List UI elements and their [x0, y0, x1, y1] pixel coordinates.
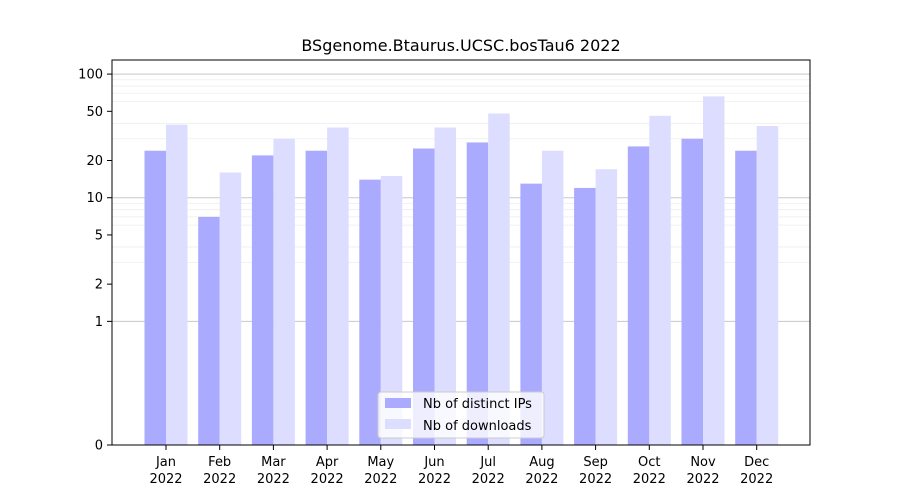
x-axis: Jan 2022 Feb 2022 Mar 2022 Apr 2022 May 2022 Jun 20… [149, 445, 773, 487]
x-tick-label-month: Jan [155, 455, 176, 470]
legend: Nb of distinct IPs Nb of downloads [377, 391, 545, 439]
bar-nb-of-downloads-mar [273, 138, 295, 446]
y-tick-label: 0 [95, 439, 103, 454]
x-tick-label-month: Aug [529, 455, 554, 470]
legend-swatch-distinct-ips [385, 398, 411, 408]
x-tick-label-month: Nov [690, 455, 716, 470]
x-tick-label-month: Oct [638, 455, 660, 470]
bars [144, 96, 779, 446]
y-tick-label: 20 [86, 154, 103, 169]
bar-nb-of-downloads-aug [541, 150, 564, 445]
x-tick-label-year: 2022 [686, 472, 719, 487]
bar-nb-of-distinct-ips-feb [198, 216, 220, 445]
legend-box [377, 391, 545, 439]
bar-nb-of-downloads-nov [703, 96, 725, 445]
x-tick-label-year: 2022 [579, 472, 612, 487]
bar-nb-of-distinct-ips-jul [466, 142, 489, 445]
x-tick-label-year: 2022 [364, 472, 397, 487]
x-tick-label-year: 2022 [740, 472, 773, 487]
bar-nb-of-distinct-ips-mar [251, 155, 274, 445]
x-tick-label-month: Jul [479, 455, 496, 470]
bar-nb-of-distinct-ips-aug [520, 183, 542, 445]
bar-nb-of-downloads-may [380, 175, 403, 445]
x-tick-label-year: 2022 [525, 472, 558, 487]
bar-nb-of-downloads-dec [756, 126, 779, 445]
bar-nb-of-downloads-sep [595, 169, 618, 445]
x-tick-label-year: 2022 [149, 472, 182, 487]
bar-nb-of-downloads-feb [219, 172, 242, 446]
x-tick-label-year: 2022 [311, 472, 344, 487]
bar-nb-of-distinct-ips-dec [735, 150, 757, 445]
bar-nb-of-distinct-ips-may [359, 179, 381, 446]
bar-nb-of-downloads-oct [649, 115, 671, 446]
x-tick-label-year: 2022 [257, 472, 290, 487]
y-tick-label: 1 [95, 315, 103, 330]
x-tick-label-month: Apr [316, 455, 339, 470]
x-tick-label-month: Feb [208, 455, 231, 470]
bar-nb-of-distinct-ips-oct [627, 146, 650, 445]
plot-frame [111, 59, 811, 446]
y-tick-label: 5 [95, 228, 103, 243]
y-tick-label: 50 [86, 105, 103, 120]
x-tick-label-month: Dec [744, 455, 769, 470]
bar-nb-of-downloads-jan [166, 124, 188, 445]
legend-label-downloads: Nb of downloads [423, 419, 532, 434]
bar-nb-of-downloads-apr [327, 127, 349, 446]
bar-nb-of-distinct-ips-jun [413, 148, 435, 445]
chart-title: BSgenome.Btaurus.UCSC.bosTau6 2022 [301, 36, 620, 55]
x-tick-label-year: 2022 [203, 472, 236, 487]
x-tick-label-month: Mar [261, 455, 286, 470]
bar-nb-of-downloads-jul [488, 113, 510, 446]
x-tick-label-month: May [367, 455, 394, 470]
x-tick-label-month: Jun [423, 455, 444, 470]
bar-nb-of-distinct-ips-sep [574, 187, 596, 445]
x-tick-label-year: 2022 [418, 472, 451, 487]
bar-nb-of-distinct-ips-apr [305, 150, 328, 445]
x-tick-label-year: 2022 [633, 472, 666, 487]
bar-nb-of-downloads-jun [434, 127, 456, 446]
y-tick-label: 2 [95, 278, 103, 293]
bar-nb-of-distinct-ips-jan [144, 150, 166, 445]
x-tick-label-year: 2022 [472, 472, 505, 487]
x-tick-label-month: Sep [583, 455, 608, 470]
y-axis: 0 1 2 5 10 20 50 100 [78, 68, 112, 454]
legend-label-distinct-ips: Nb of distinct IPs [423, 397, 532, 412]
bar-nb-of-distinct-ips-nov [681, 138, 703, 446]
y-tick-label: 10 [86, 191, 103, 206]
y-tick-label: 100 [78, 68, 103, 83]
legend-swatch-downloads [385, 419, 411, 429]
